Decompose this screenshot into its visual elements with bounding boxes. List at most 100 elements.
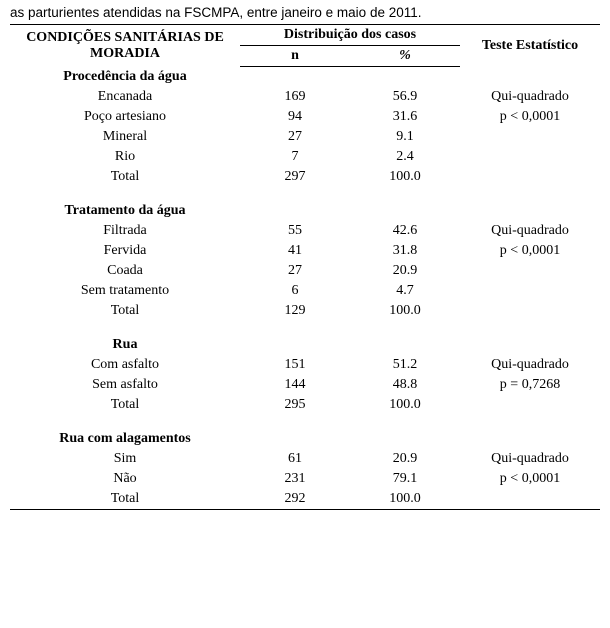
table-row: Coada2720.9: [10, 261, 600, 281]
table-row: Mineral279.1: [10, 127, 600, 147]
row-n: 231: [240, 469, 350, 489]
row-n: 7: [240, 147, 350, 167]
cell: [460, 429, 600, 449]
row-test: Qui-quadrado: [460, 449, 600, 469]
row-n: 55: [240, 221, 350, 241]
cell: [460, 321, 600, 335]
section-header: Rua: [10, 335, 600, 355]
row-label: Poço artesiano: [10, 107, 240, 127]
row-n: 6: [240, 281, 350, 301]
row-pct: 31.6: [350, 107, 460, 127]
row-test: Qui-quadrado: [460, 221, 600, 241]
row-pct: 100.0: [350, 167, 460, 187]
row-pct: 31.8: [350, 241, 460, 261]
section-title: Procedência da água: [10, 67, 240, 87]
row-label: Total: [10, 395, 240, 415]
table-row: Total129100.0: [10, 301, 600, 321]
cell: [10, 187, 240, 201]
cell: [240, 187, 350, 201]
row-n: 144: [240, 375, 350, 395]
section-title: Rua com alagamentos: [10, 429, 240, 449]
table-row: Não23179.1p < 0,0001: [10, 469, 600, 489]
row-n: 297: [240, 167, 350, 187]
section-header: Rua com alagamentos: [10, 429, 600, 449]
spacer-row: [10, 321, 600, 335]
row-pct: 79.1: [350, 469, 460, 489]
header-dist: Distribuição dos casos: [240, 25, 460, 46]
row-pct: 100.0: [350, 489, 460, 510]
row-pct: 42.6: [350, 221, 460, 241]
section-title: Tratamento da água: [10, 201, 240, 221]
header-pct: %: [350, 46, 460, 67]
cell: [240, 335, 350, 355]
row-n: 27: [240, 127, 350, 147]
row-pct: 2.4: [350, 147, 460, 167]
row-n: 61: [240, 449, 350, 469]
row-pct: 9.1: [350, 127, 460, 147]
cell: [10, 321, 240, 335]
row-test: p = 0,7268: [460, 375, 600, 395]
row-label: Total: [10, 301, 240, 321]
row-label: Filtrada: [10, 221, 240, 241]
spacer-row: [10, 187, 600, 201]
row-pct: 51.2: [350, 355, 460, 375]
table-row: Total295100.0: [10, 395, 600, 415]
row-test: [460, 167, 600, 187]
table-row: Sem tratamento64.7: [10, 281, 600, 301]
cell: [240, 415, 350, 429]
row-n: 94: [240, 107, 350, 127]
row-label: Sem tratamento: [10, 281, 240, 301]
row-test: [460, 127, 600, 147]
cell: [350, 429, 460, 449]
cell: [240, 201, 350, 221]
row-test: [460, 395, 600, 415]
data-table: CONDIÇÕES SANITÁRIAS DE MORADIA Distribu…: [10, 24, 600, 510]
row-test: p < 0,0001: [460, 469, 600, 489]
row-n: 27: [240, 261, 350, 281]
cell: [460, 415, 600, 429]
row-test: [460, 147, 600, 167]
cell: [460, 201, 600, 221]
table-row: Sem asfalto14448.8p = 0,7268: [10, 375, 600, 395]
row-test: p < 0,0001: [460, 107, 600, 127]
row-label: Mineral: [10, 127, 240, 147]
row-label: Com asfalto: [10, 355, 240, 375]
cell: [350, 415, 460, 429]
row-pct: 20.9: [350, 261, 460, 281]
cell: [350, 335, 460, 355]
row-pct: 100.0: [350, 301, 460, 321]
table-caption: as parturientes atendidas na FSCMPA, ent…: [10, 5, 600, 20]
table-row: Sim6120.9Qui-quadrado: [10, 449, 600, 469]
cell: [240, 429, 350, 449]
table-row: Encanada16956.9Qui-quadrado: [10, 87, 600, 107]
row-label: Total: [10, 167, 240, 187]
row-label: Sem asfalto: [10, 375, 240, 395]
row-label: Rio: [10, 147, 240, 167]
row-n: 169: [240, 87, 350, 107]
row-n: 129: [240, 301, 350, 321]
row-test: Qui-quadrado: [460, 355, 600, 375]
row-label: Encanada: [10, 87, 240, 107]
row-label: Total: [10, 489, 240, 510]
table-row: Filtrada5542.6Qui-quadrado: [10, 221, 600, 241]
row-n: 151: [240, 355, 350, 375]
table-row: Fervida4131.8p < 0,0001: [10, 241, 600, 261]
cell: [460, 335, 600, 355]
row-test: [460, 281, 600, 301]
section-title: Rua: [10, 335, 240, 355]
row-test: Qui-quadrado: [460, 87, 600, 107]
cell: [350, 187, 460, 201]
row-test: [460, 489, 600, 510]
spacer-row: [10, 415, 600, 429]
row-pct: 48.8: [350, 375, 460, 395]
row-label: Coada: [10, 261, 240, 281]
cell: [350, 201, 460, 221]
section-header: Procedência da água: [10, 67, 600, 87]
row-label: Sim: [10, 449, 240, 469]
row-n: 295: [240, 395, 350, 415]
table-row: Total297100.0: [10, 167, 600, 187]
header-main: CONDIÇÕES SANITÁRIAS DE MORADIA: [10, 25, 240, 67]
row-pct: 4.7: [350, 281, 460, 301]
header-test: Teste Estatístico: [460, 25, 600, 67]
row-pct: 56.9: [350, 87, 460, 107]
